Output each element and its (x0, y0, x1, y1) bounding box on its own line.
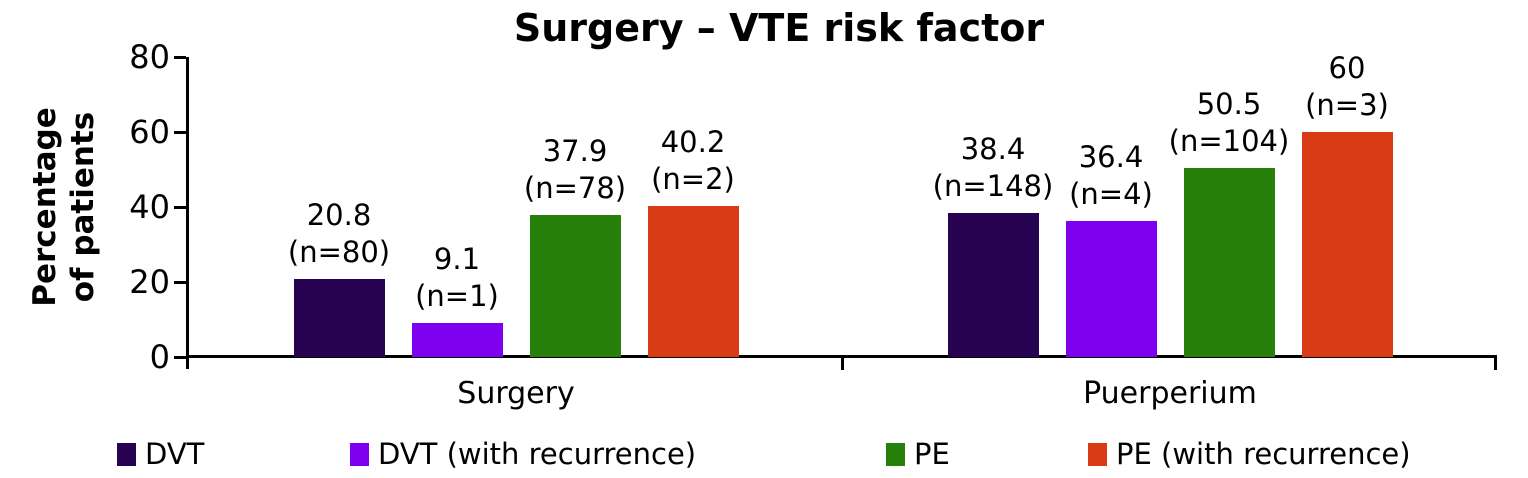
x-axis-tick-right (1494, 358, 1497, 370)
y-axis-title-line1: Percentage (27, 107, 63, 307)
legend-label-dvt: DVT (145, 437, 205, 471)
legend-swatch-pe-recurrence (1088, 442, 1107, 466)
x-axis-tick-middle (841, 358, 844, 370)
bar-value: 50.5 (1196, 86, 1262, 121)
bar-value: 20.8 (306, 198, 372, 232)
bar-value: 36.4 (1078, 139, 1144, 174)
y-tick-label: 40 (129, 188, 170, 226)
bar-n-count: (n=104) (1168, 123, 1290, 158)
bar-value-label: 20.8 (n=80) (288, 197, 390, 271)
bar-n-count: (n=4) (1069, 176, 1153, 211)
y-tick-label: 80 (129, 38, 170, 76)
y-axis-tick (174, 280, 186, 284)
legend-item-dvt: DVT (117, 437, 204, 471)
y-axis-tick (174, 205, 186, 209)
bar-n-count: (n=148) (932, 169, 1054, 203)
legend-swatch-dvt (117, 442, 136, 466)
bar-n-count: (n=2) (651, 162, 735, 197)
y-tick-label: 60 (129, 113, 170, 151)
y-tick-label: 20 (129, 263, 170, 301)
legend-swatch-dvt-recurrence (350, 442, 369, 466)
plot-area: 20.8 (n=80) 9.1 (n=1) 37.9 (n=78) 40.2 (n=2) 38.… (189, 51, 1497, 357)
category-label-puerperium: Puerperium (1083, 376, 1257, 411)
bar-n-count: (n=78) (523, 170, 627, 205)
legend-swatch-pe (886, 442, 905, 466)
bar-n-count: (n=3) (1305, 88, 1389, 122)
bar-value-label: 60 (n=3) (1305, 50, 1389, 124)
legend-label-pe-recurrence: PE (with recurrence) (1116, 437, 1411, 471)
bar (1183, 167, 1275, 357)
legend-item-dvt-recurrence: DVT (with recurrence) (350, 437, 696, 471)
bar (647, 206, 739, 357)
bar-value: 60 (1328, 51, 1366, 85)
legend-label-pe: PE (914, 437, 950, 471)
bar-value-label: 36.4 (n=4) (1069, 139, 1153, 213)
y-axis-tick (174, 355, 186, 359)
category-label-surgery: Surgery (457, 376, 575, 411)
bar-value-label: 40.2 (n=2) (651, 124, 735, 198)
legend-item-pe-recurrence: PE (with recurrence) (1088, 437, 1411, 471)
bar-value-label: 38.4 (n=148) (933, 131, 1054, 205)
bar-value: 38.4 (960, 132, 1026, 166)
bar-n-count: (n=1) (415, 278, 499, 313)
bar-value-label: 37.9 (n=78) (524, 133, 626, 207)
bar (1065, 220, 1157, 357)
bar-value: 40.2 (660, 125, 726, 160)
bar (529, 214, 621, 357)
y-axis-line (186, 57, 189, 369)
legend-label-dvt-recurrence: DVT (with recurrence) (378, 437, 697, 471)
y-tick-label: 0 (149, 338, 170, 376)
legend-item-pe: PE (886, 437, 950, 471)
bar-n-count: (n=80) (287, 235, 391, 269)
bar-value: 37.9 (542, 133, 608, 168)
y-axis-tick (174, 130, 186, 134)
x-axis-line (189, 355, 1497, 358)
bar-value-label: 9.1 (n=1) (415, 241, 499, 315)
bar (411, 322, 503, 357)
bar-value-label: 50.5 (n=104) (1169, 86, 1290, 160)
bar (1301, 132, 1393, 357)
bar (947, 213, 1039, 357)
bar (293, 279, 385, 357)
chart-title: Surgery – VTE risk factor (513, 6, 1045, 50)
y-axis-tick (174, 55, 186, 59)
bar-value: 9.1 (433, 241, 481, 276)
